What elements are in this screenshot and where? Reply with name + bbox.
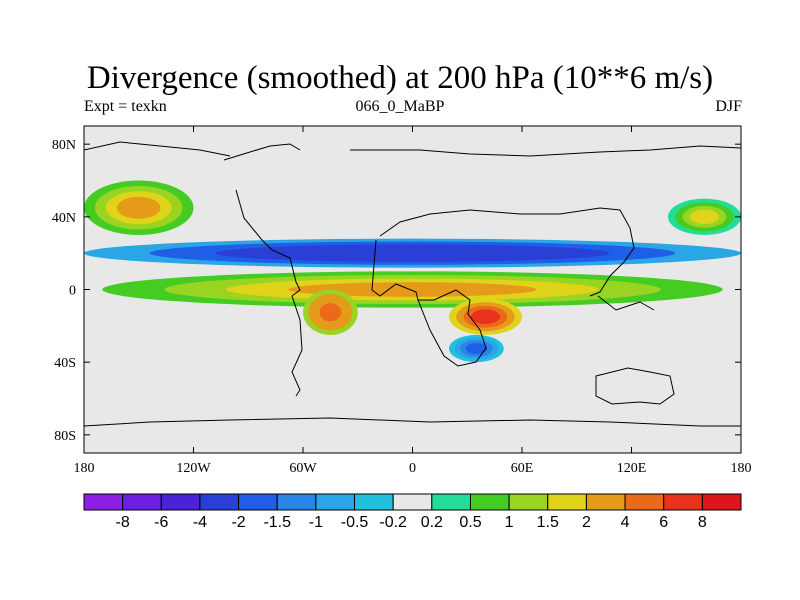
colorbar-box bbox=[354, 493, 394, 511]
x-tick-label: 120E bbox=[617, 461, 647, 476]
field-blob-6-3 bbox=[465, 343, 488, 354]
colorbar-box bbox=[701, 493, 742, 511]
australia-coastline bbox=[595, 367, 675, 405]
colorbar-label: 1.5 bbox=[537, 514, 559, 531]
season-label: DJF bbox=[715, 98, 742, 115]
colorbar-box bbox=[585, 493, 626, 511]
plot-title: Divergence (smoothed) at 200 hPa (10**6 … bbox=[86, 60, 714, 96]
colorbar-label: -0.5 bbox=[341, 514, 369, 531]
americas-coastline bbox=[235, 189, 303, 397]
field-blob-1-3 bbox=[288, 282, 537, 297]
field-blob-5-3 bbox=[689, 209, 720, 225]
coastlines bbox=[84, 141, 741, 427]
x-tick-label: 120W bbox=[176, 461, 211, 476]
colorbar-box bbox=[315, 493, 356, 511]
colorbar-label: 6 bbox=[659, 514, 668, 531]
colorbar-label: -4 bbox=[193, 514, 207, 531]
colorbar-box bbox=[238, 493, 278, 511]
colorbar-label: -2 bbox=[231, 514, 245, 531]
x-tick-label: 60W bbox=[289, 461, 317, 476]
colorbar-box bbox=[199, 493, 240, 511]
colorbar-label: -8 bbox=[116, 514, 130, 531]
colorbar-label: -1 bbox=[309, 514, 323, 531]
antarctica-coastline bbox=[84, 417, 741, 427]
colorbar-label: 1 bbox=[505, 514, 514, 531]
x-tick-label: 180 bbox=[74, 461, 95, 476]
y-tick-label: 80N bbox=[52, 138, 76, 153]
y-axis: 80N 40N 0 40S 80S bbox=[52, 138, 741, 444]
colorbar-label: -1.5 bbox=[263, 514, 291, 531]
colorbar-label: 8 bbox=[698, 514, 707, 531]
colorbar-label: 0.2 bbox=[421, 514, 443, 531]
experiment-label: Expt = texkn bbox=[84, 98, 167, 115]
colorbar-box bbox=[160, 493, 201, 511]
x-axis: 180 120W 60W 0 60E 120E 180 bbox=[74, 126, 752, 476]
y-tick-label: 40N bbox=[52, 211, 76, 226]
colorbar: -8 -6 -4 -2 -1.5 -1 -0.5 -0.2 0.2 0.5 1 1.5 2 4 6 8 bbox=[83, 493, 742, 531]
colorbar-label: -0.2 bbox=[379, 514, 407, 531]
field-blob-0-3 bbox=[281, 247, 544, 259]
y-tick-label: 40S bbox=[54, 356, 76, 371]
colorbar-box bbox=[83, 493, 124, 511]
africa-coastline bbox=[371, 239, 487, 367]
run-label: 066_0_MaBP bbox=[355, 98, 445, 115]
colorbar-label: 2 bbox=[582, 514, 591, 531]
colorbar-box bbox=[469, 493, 510, 511]
arctic-coastline-east bbox=[350, 145, 741, 157]
colorbar-box bbox=[392, 493, 433, 511]
colorbar-box bbox=[431, 493, 471, 511]
colorbar-box bbox=[122, 493, 162, 511]
greenland-coastline bbox=[223, 143, 301, 161]
divergence-field bbox=[84, 180, 741, 363]
x-tick-label: 0 bbox=[409, 461, 416, 476]
colorbar-label: -6 bbox=[154, 514, 168, 531]
colorbar-label: 0.5 bbox=[459, 514, 481, 531]
x-tick-label: 60E bbox=[511, 461, 534, 476]
eurasia-coastline bbox=[379, 207, 635, 297]
y-tick-label: 80S bbox=[54, 429, 76, 444]
field-blob-3-3 bbox=[470, 309, 501, 325]
arctic-coastline bbox=[84, 141, 231, 157]
colorbar-box bbox=[508, 493, 549, 511]
colorbar-box bbox=[663, 493, 703, 511]
colorbar-label: 4 bbox=[621, 514, 630, 531]
colorbar-box bbox=[547, 493, 587, 511]
colorbar-box bbox=[624, 493, 665, 511]
field-blob-4-3 bbox=[116, 196, 161, 219]
colorbar-box bbox=[276, 493, 317, 511]
field-blob-2-3 bbox=[319, 303, 342, 322]
y-tick-label: 0 bbox=[69, 284, 76, 299]
x-tick-label: 180 bbox=[731, 461, 752, 476]
maritime-coastline bbox=[597, 295, 655, 311]
